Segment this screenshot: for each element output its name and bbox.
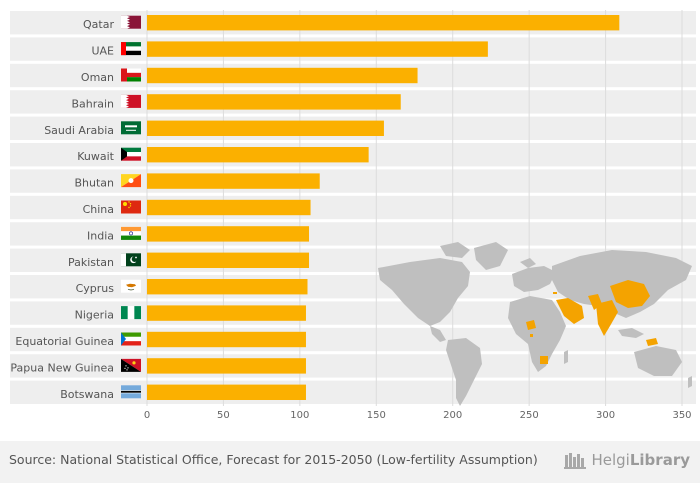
map-highlight-png [646, 338, 658, 346]
category-label: Qatar [83, 18, 114, 31]
category-label: Botswana [60, 388, 114, 401]
bar-bahrain [147, 94, 401, 110]
helgi-library-logo[interactable]: HelgiLibrary [564, 449, 690, 471]
map-highlight-india [596, 300, 618, 336]
bar-botswana [147, 384, 306, 400]
map-highlight-botswana [540, 356, 548, 364]
source-note: Source: National Statistical Office, For… [9, 452, 538, 467]
bar-nigeria [147, 305, 306, 321]
qatar-flag-icon [121, 15, 141, 29]
equatorial-guinea-flag-icon [121, 332, 141, 346]
bar-bhutan [147, 173, 320, 189]
x-tick-label: 50 [217, 410, 230, 421]
category-label: Cyprus [76, 282, 115, 295]
x-tick-label: 250 [520, 410, 539, 421]
x-tick-label: 300 [596, 410, 615, 421]
category-label: China [83, 203, 114, 216]
category-label: Nigeria [75, 309, 114, 322]
footer: Source: National Statistical Office, For… [0, 441, 700, 483]
bhutan-flag-icon [121, 174, 141, 188]
map-highlight-china [610, 280, 650, 308]
world-map-icon [378, 242, 692, 406]
bar-india [147, 226, 310, 242]
pakistan-flag-icon [121, 253, 141, 267]
logo-text-light: Helgi [591, 451, 630, 469]
map-highlight-nigeria [526, 320, 536, 330]
x-tick-label: 100 [290, 410, 309, 421]
category-label: Kuwait [77, 150, 114, 163]
category-label: Pakistan [68, 256, 114, 269]
bar-cyprus [147, 279, 308, 295]
bar-papua-new-guinea [147, 358, 306, 374]
category-label: UAE [91, 45, 114, 58]
bar-china [147, 199, 311, 216]
logo-text-bold: Library [629, 451, 690, 469]
category-labels: Qatar UAE Oman Bahrain Saudi Arabia Kuwait Bhu… [10, 18, 114, 401]
x-axis-ticks: 0 50 100 150 200 250 300 350 [144, 410, 692, 421]
x-tick-label: 150 [367, 410, 386, 421]
category-label: Equatorial Guinea [15, 335, 114, 348]
botswana-flag-icon [121, 385, 141, 399]
nigeria-flag-icon [121, 306, 141, 320]
bar-kuwait [147, 147, 369, 163]
map-highlight-arabia [556, 298, 584, 324]
flags [121, 15, 141, 399]
category-label: India [87, 229, 114, 242]
papua-new-guinea-flag-icon [121, 358, 141, 372]
map-highlight-cyprus [553, 292, 557, 294]
x-tick-label: 350 [672, 410, 691, 421]
cyprus-flag-icon [121, 279, 141, 293]
bars [147, 15, 620, 400]
bar-qatar [147, 15, 620, 31]
map-highlight-eq-guinea [530, 334, 533, 337]
x-tick-label: 200 [443, 410, 462, 421]
bar-pakistan [147, 252, 310, 268]
india-flag-icon [121, 226, 141, 240]
bahrain-flag-icon [121, 94, 141, 108]
category-label: Bhutan [74, 177, 114, 190]
category-label: Saudi Arabia [44, 124, 114, 137]
kuwait-flag-icon [121, 147, 141, 161]
uae-flag-icon [121, 42, 141, 56]
bar-saudi-arabia [147, 120, 384, 136]
bar-equatorial-guinea [147, 331, 306, 348]
china-flag-icon [121, 200, 141, 214]
oman-flag-icon [121, 68, 141, 82]
bar-uae [147, 41, 488, 57]
saudi-arabia-flag-icon [121, 121, 141, 135]
x-tick-label: 0 [144, 410, 150, 421]
category-label: Bahrain [71, 97, 114, 110]
category-label: Oman [81, 71, 114, 84]
bar-oman [147, 67, 418, 84]
category-label: Papua New Guinea [10, 361, 114, 374]
library-icon [564, 453, 587, 469]
